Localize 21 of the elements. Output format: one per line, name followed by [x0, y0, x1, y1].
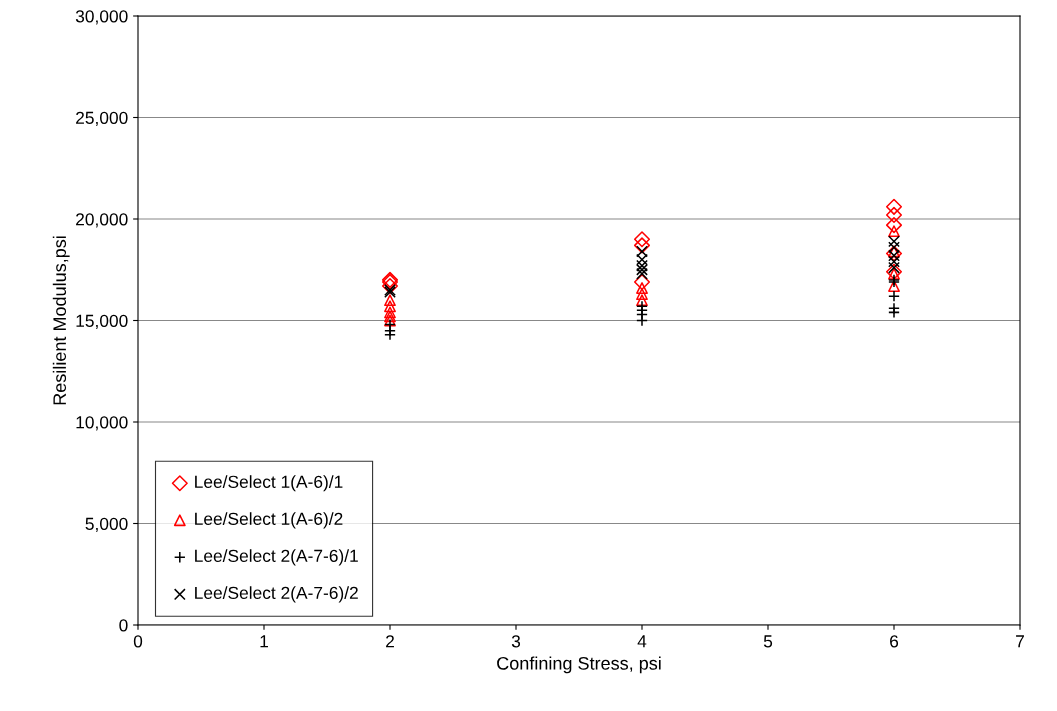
x-tick-label: 7 — [1016, 635, 1024, 648]
y-tick-label: 25,000 — [76, 111, 128, 127]
x-tick-label: 3 — [511, 635, 521, 648]
x-tick-label: 4 — [637, 635, 647, 648]
x-tick-label: 5 — [763, 635, 773, 648]
x-tick-label: 1 — [260, 635, 268, 648]
y-tick-label: 0 — [119, 619, 128, 632]
y-tick-label: 20,000 — [76, 213, 128, 228]
legend-label: Lee/Select 1(A-6)/1 — [195, 475, 343, 492]
legend-label: Lee/Select 2(A-7-6)/2 — [195, 586, 358, 603]
legend-label: Lee/Select 1(A-6)/2 — [195, 512, 343, 529]
x-axis-title: Confining Stress, psi — [497, 656, 661, 674]
x-tick-label: 2 — [386, 635, 394, 648]
legend-label: Lee/Select 2(A-7-6)/1 — [195, 549, 358, 566]
y-tick-label: 5,000 — [85, 517, 128, 533]
x-tick-label: 0 — [133, 635, 143, 648]
y-tick-label: 30,000 — [75, 10, 128, 25]
y-tick-label: 10,000 — [76, 416, 128, 431]
y-axis-title: Resilient Modulus,psi — [52, 236, 70, 405]
y-tick-label: 15,000 — [76, 314, 128, 330]
x-tick-label: 6 — [890, 635, 899, 648]
